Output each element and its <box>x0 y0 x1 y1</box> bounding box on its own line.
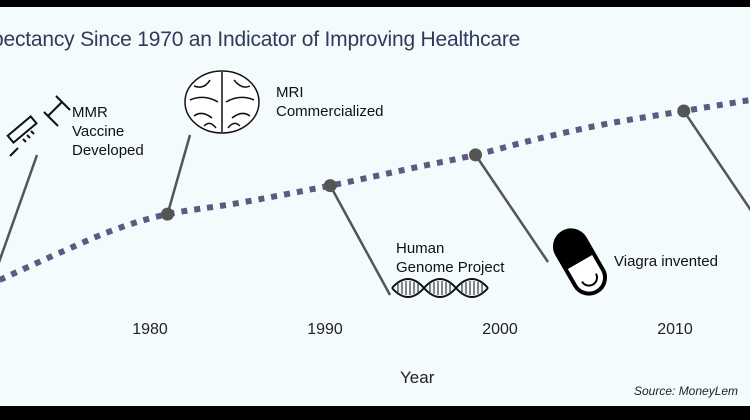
annotation-label-genome: Human Genome Project <box>396 240 505 276</box>
x-tick-label: 1990 <box>307 321 343 338</box>
dna-icon <box>391 278 489 298</box>
pill-capsule-icon <box>553 228 607 296</box>
leader-line <box>166 134 192 215</box>
event-marker <box>677 104 691 118</box>
x-tick-label: 2010 <box>657 321 693 338</box>
bottom-border <box>0 406 750 420</box>
annotation-label-mri: MRI Commercialized <box>276 84 384 120</box>
annotation-label-viagra: Viagra invented <box>614 253 718 270</box>
brain-icon <box>184 70 260 134</box>
top-border <box>0 0 750 7</box>
x-axis-label: Year <box>400 368 435 387</box>
source-note: Source: MoneyLem <box>634 384 739 398</box>
event-marker <box>469 148 482 162</box>
life-expectancy-line <box>0 97 750 283</box>
x-tick-label: 2000 <box>482 321 518 338</box>
chart-title: pectancy Since 1970 an Indicator of Impr… <box>0 28 521 51</box>
event-marker <box>323 179 337 193</box>
leader-line <box>474 154 550 263</box>
leader-line <box>0 154 39 264</box>
x-tick-label: 1980 <box>132 321 168 338</box>
leader-line <box>682 110 750 212</box>
event-marker <box>161 207 174 221</box>
syringe-icon <box>6 95 71 157</box>
leader-line <box>329 185 392 296</box>
annotation-label-mmr: MMR Vaccine Developed <box>72 104 144 159</box>
